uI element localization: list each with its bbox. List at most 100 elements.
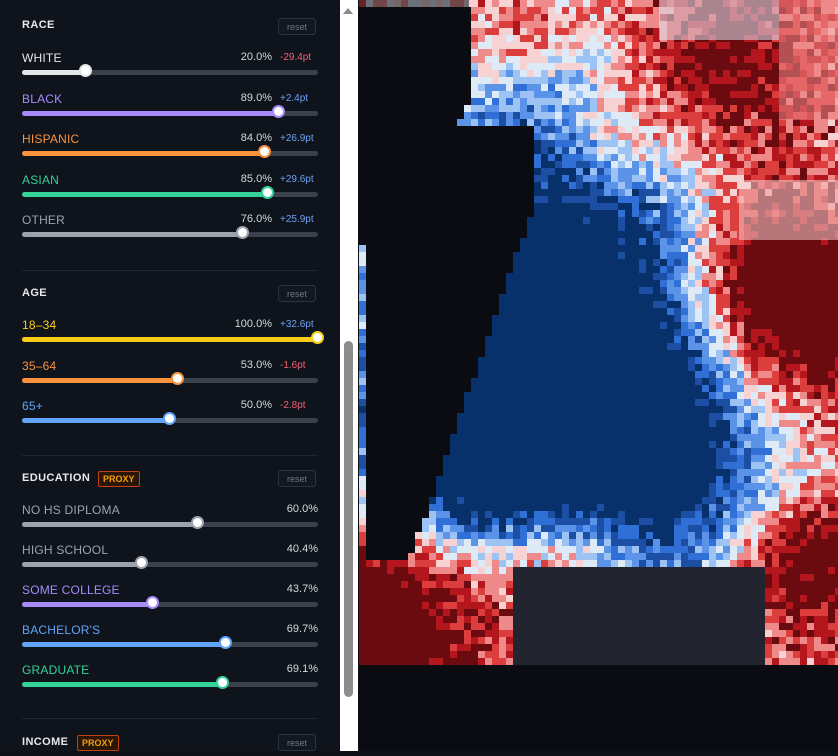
slider-delta: +26.9pt bbox=[280, 133, 314, 144]
slider-value: 100.0% bbox=[235, 318, 272, 330]
slider-fill bbox=[22, 232, 243, 237]
slider-value: 53.0% bbox=[241, 359, 272, 371]
choropleth-map[interactable] bbox=[359, 0, 838, 751]
slider-row-education: SOME COLLEGE 43.7% bbox=[0, 583, 340, 619]
slider-track[interactable] bbox=[22, 562, 318, 567]
education-proxy-badge: PROXY bbox=[98, 471, 140, 487]
race-reset-button[interactable]: reset bbox=[278, 18, 316, 35]
slider-row-race: WHITE 20.0% -29.4pt bbox=[0, 51, 340, 87]
slider-fill bbox=[22, 378, 178, 383]
slider-delta: +29.6pt bbox=[280, 174, 314, 185]
slider-label: HISPANIC bbox=[22, 132, 79, 146]
age-reset-button[interactable]: reset bbox=[278, 285, 316, 302]
slider-delta: +25.9pt bbox=[280, 214, 314, 225]
slider-track[interactable] bbox=[22, 70, 318, 75]
slider-track[interactable] bbox=[22, 642, 318, 647]
slider-label: SOME COLLEGE bbox=[22, 583, 120, 597]
slider-track[interactable] bbox=[22, 111, 318, 116]
slider-value: 69.7% bbox=[287, 623, 318, 635]
slider-row-education: HIGH SCHOOL 40.4% bbox=[0, 543, 340, 579]
slider-handle[interactable] bbox=[135, 556, 148, 569]
slider-value: 43.7% bbox=[287, 583, 318, 595]
slider-handle[interactable] bbox=[171, 372, 184, 385]
slider-handle[interactable] bbox=[219, 636, 232, 649]
slider-handle[interactable] bbox=[311, 331, 324, 344]
slider-fill bbox=[22, 418, 170, 423]
slider-handle[interactable] bbox=[216, 676, 229, 689]
slider-value: 20.0% bbox=[241, 51, 272, 63]
slider-handle[interactable] bbox=[258, 145, 271, 158]
income-section-title: INCOME bbox=[22, 736, 68, 748]
slider-delta: -2.8pt bbox=[280, 400, 306, 411]
slider-value: 85.0% bbox=[241, 173, 272, 185]
slider-label: BLACK bbox=[22, 92, 62, 106]
section-divider bbox=[22, 455, 318, 456]
sidebar-scrollbar[interactable] bbox=[340, 0, 358, 751]
slider-track[interactable] bbox=[22, 418, 318, 423]
slider-label: 65+ bbox=[22, 399, 43, 413]
slider-value: 84.0% bbox=[241, 132, 272, 144]
slider-value: 50.0% bbox=[241, 399, 272, 411]
slider-label: ASIAN bbox=[22, 173, 59, 187]
scrollbar-thumb[interactable] bbox=[344, 341, 353, 697]
slider-fill bbox=[22, 151, 265, 156]
slider-delta: -1.6pt bbox=[280, 360, 306, 371]
slider-track[interactable] bbox=[22, 602, 318, 607]
slider-row-education: GRADUATE 69.1% bbox=[0, 663, 340, 699]
slider-handle[interactable] bbox=[146, 596, 159, 609]
slider-label: WHITE bbox=[22, 51, 62, 65]
slider-row-race: BLACK 89.0% +2.4pt bbox=[0, 92, 340, 128]
slider-fill bbox=[22, 682, 223, 687]
income-proxy-badge: PROXY bbox=[77, 735, 119, 751]
slider-handle[interactable] bbox=[236, 226, 249, 239]
income-reset-button[interactable]: reset bbox=[278, 734, 316, 751]
slider-track[interactable] bbox=[22, 151, 318, 156]
slider-label: BACHELOR'S bbox=[22, 623, 100, 637]
slider-fill bbox=[22, 522, 198, 527]
slider-row-race: HISPANIC 84.0% +26.9pt bbox=[0, 132, 340, 168]
slider-label: GRADUATE bbox=[22, 663, 89, 677]
slider-value: 89.0% bbox=[241, 92, 272, 104]
slider-row-age: 35–64 53.0% -1.6pt bbox=[0, 359, 340, 395]
age-section-title: AGE bbox=[22, 287, 47, 299]
slider-handle[interactable] bbox=[272, 105, 285, 118]
slider-label: HIGH SCHOOL bbox=[22, 543, 108, 557]
slider-track[interactable] bbox=[22, 682, 318, 687]
scroll-up-arrow-icon[interactable] bbox=[343, 8, 353, 14]
slider-fill bbox=[22, 111, 279, 116]
slider-delta: +2.4pt bbox=[280, 93, 308, 104]
slider-fill bbox=[22, 70, 86, 75]
slider-track[interactable] bbox=[22, 232, 318, 237]
slider-row-education: NO HS DIPLOMA 60.0% bbox=[0, 503, 340, 539]
section-divider bbox=[22, 270, 318, 271]
education-reset-button[interactable]: reset bbox=[278, 470, 316, 487]
slider-row-race: ASIAN 85.0% +29.6pt bbox=[0, 173, 340, 209]
slider-row-age: 65+ 50.0% -2.8pt bbox=[0, 399, 340, 435]
slider-fill bbox=[22, 337, 318, 342]
slider-delta: -29.4pt bbox=[280, 52, 311, 63]
filter-sidebar: RACE reset WHITE 20.0% -29.4pt BLACK 89.0% +2… bbox=[0, 0, 340, 751]
slider-value: 40.4% bbox=[287, 543, 318, 555]
slider-label: 18–34 bbox=[22, 318, 56, 332]
slider-fill bbox=[22, 192, 268, 197]
slider-fill bbox=[22, 602, 153, 607]
slider-fill bbox=[22, 562, 142, 567]
slider-track[interactable] bbox=[22, 522, 318, 527]
slider-label: 35–64 bbox=[22, 359, 56, 373]
section-divider bbox=[22, 718, 318, 719]
map-canvas[interactable] bbox=[359, 0, 838, 751]
slider-value: 60.0% bbox=[287, 503, 318, 515]
slider-label: OTHER bbox=[22, 213, 65, 227]
slider-label: NO HS DIPLOMA bbox=[22, 503, 120, 517]
slider-handle[interactable] bbox=[191, 516, 204, 529]
slider-value: 69.1% bbox=[287, 663, 318, 675]
slider-track[interactable] bbox=[22, 192, 318, 197]
slider-row-education: BACHELOR'S 69.7% bbox=[0, 623, 340, 659]
slider-handle[interactable] bbox=[163, 412, 176, 425]
slider-handle[interactable] bbox=[79, 64, 92, 77]
slider-handle[interactable] bbox=[261, 186, 274, 199]
race-section-title: RACE bbox=[22, 19, 55, 31]
slider-track[interactable] bbox=[22, 337, 318, 342]
slider-track[interactable] bbox=[22, 378, 318, 383]
